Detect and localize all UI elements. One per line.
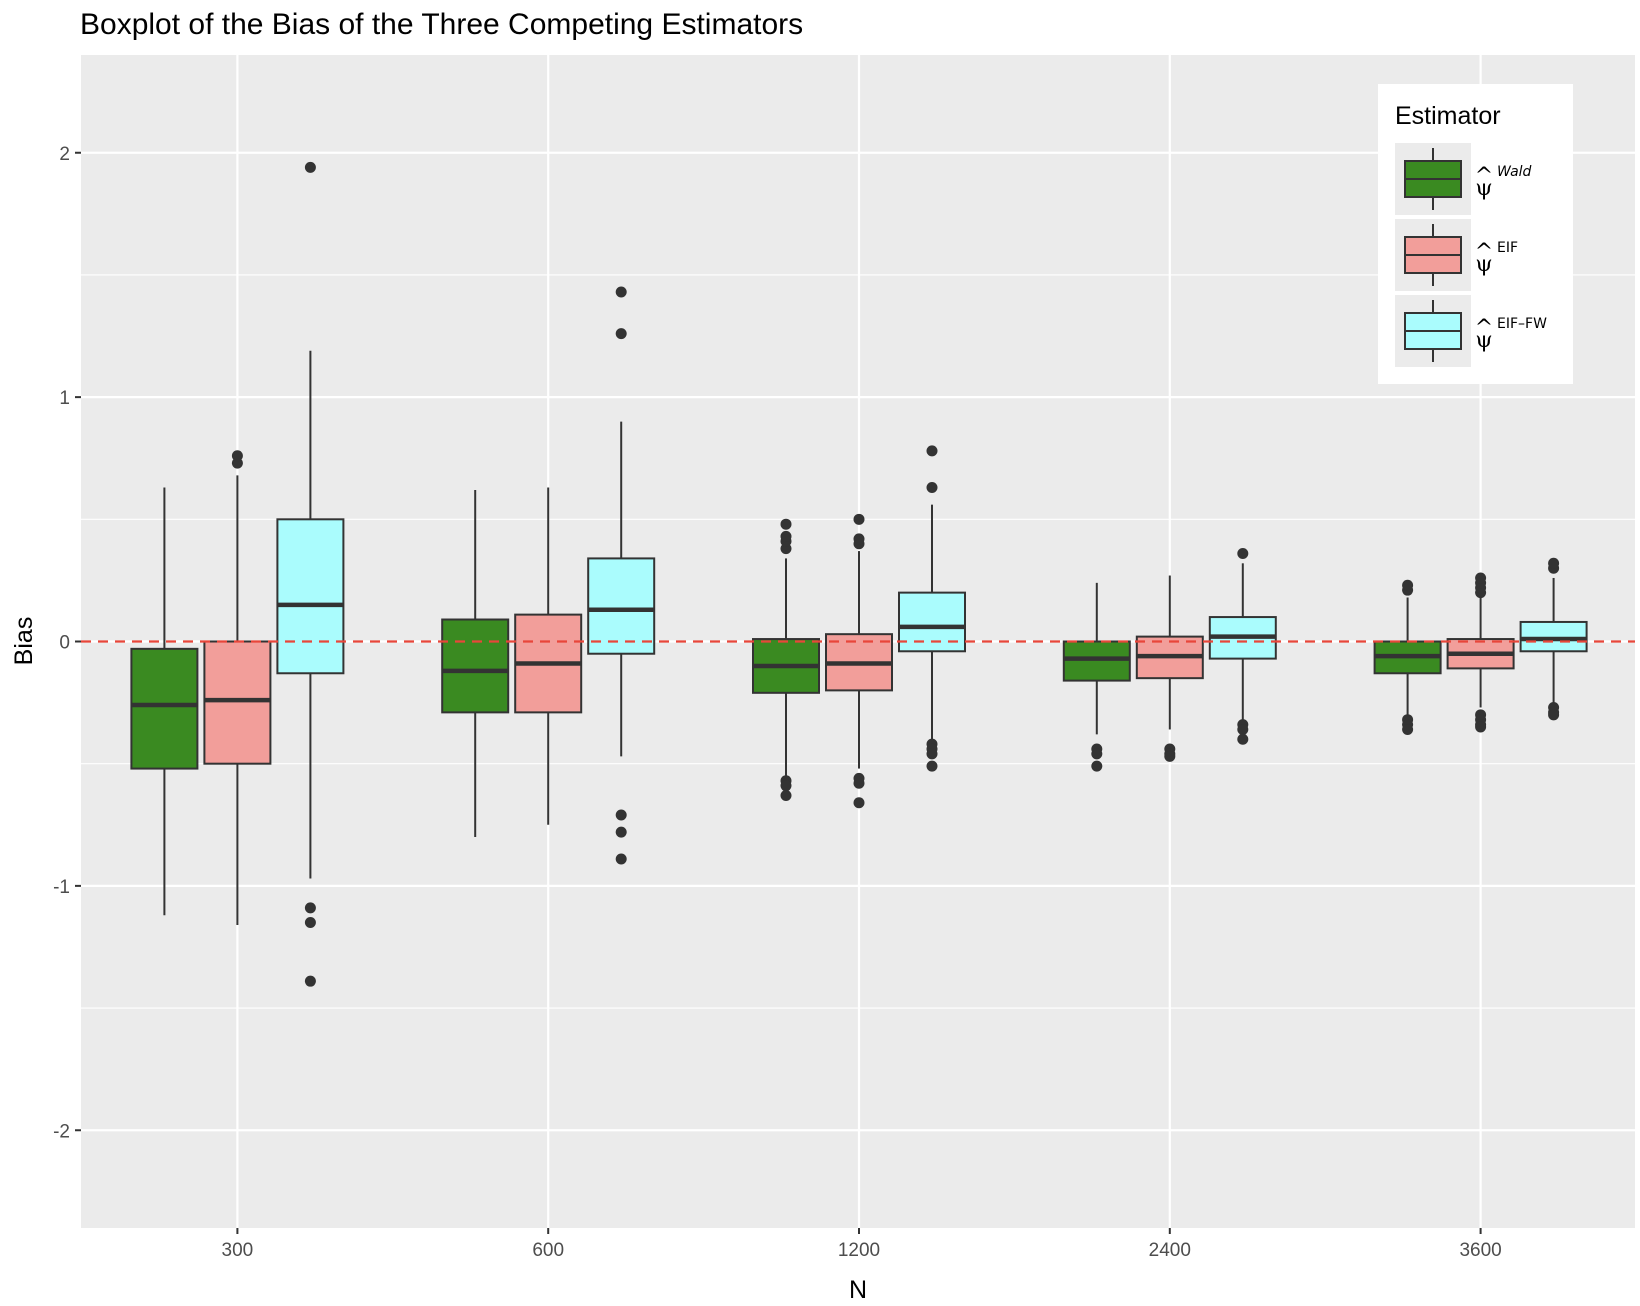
outlier-point: [304, 161, 316, 173]
outlier-point: [304, 902, 316, 914]
legend-entry: ^ψ Wald: [1395, 143, 1532, 215]
y-tick-label: -2: [53, 1121, 70, 1142]
outlier-point: [780, 518, 792, 530]
outlier-point: [304, 917, 316, 929]
legend-hat: ^: [1475, 240, 1493, 265]
outlier-point: [1475, 572, 1487, 584]
y-axis: -2 -1 0 1 2: [53, 144, 81, 1142]
box-body: [1519, 620, 1588, 653]
box-EIF–FW-2400: [1208, 548, 1277, 745]
legend-symbol: ψ: [1475, 328, 1492, 353]
legend-symbol: ψ: [1475, 176, 1492, 201]
x-axis-title: N: [849, 1276, 867, 1304]
outlier-point: [926, 482, 938, 494]
outlier-point: [1548, 709, 1560, 721]
outlier-point: [304, 975, 316, 987]
legend-superscript: EIF: [1497, 240, 1518, 256]
outlier-point: [615, 286, 627, 298]
box-EIF–FW-600: [587, 286, 656, 865]
box-body: [1062, 640, 1131, 682]
outlier-point: [231, 450, 243, 462]
legend-entry: ^ψ EIF: [1395, 219, 1518, 291]
y-tick-label: 0: [59, 633, 70, 654]
outlier-point: [1475, 721, 1487, 733]
chart-title: Boxplot of the Bias of the Three Competi…: [80, 8, 803, 41]
box-Wald-2400: [1062, 582, 1131, 772]
box-body: [130, 647, 199, 770]
legend-superscript: Wald: [1497, 164, 1532, 180]
legend-symbol: ψ: [1475, 252, 1492, 277]
x-axis: 300 600 1200 2400 3600: [222, 1228, 1502, 1261]
legend-superscript: EIF–FW: [1497, 316, 1547, 332]
box-Wald-1200: [752, 518, 820, 801]
box-body: [587, 557, 656, 655]
y-axis-title: Bias: [10, 617, 38, 666]
box-body: [203, 640, 272, 765]
box-EIF-300: [203, 450, 272, 925]
box-EIF-1200: [825, 513, 893, 809]
outlier-point: [780, 789, 792, 801]
y-tick-label: 1: [59, 388, 70, 409]
outlier-point: [1237, 723, 1249, 735]
legend-hat: ^: [1475, 164, 1493, 189]
legend-entry: ^ψ EIF–FW: [1395, 295, 1547, 367]
outlier-point: [615, 853, 627, 865]
outlier-point: [853, 513, 865, 525]
box-EIF-3600: [1446, 572, 1515, 733]
outlier-point: [926, 445, 938, 457]
outlier-point: [780, 530, 792, 542]
box-EIF-600: [514, 487, 583, 825]
outlier-point: [1237, 733, 1249, 745]
outlier-point: [1402, 579, 1414, 591]
box-EIF-2400: [1135, 575, 1204, 762]
box-Wald-3600: [1373, 579, 1442, 735]
box-groups: [130, 161, 1588, 987]
x-tick-label: 2400: [1149, 1240, 1191, 1261]
outlier-point: [1548, 557, 1560, 569]
outlier-point: [1164, 750, 1176, 762]
y-tick-label: -1: [53, 877, 70, 898]
outlier-point: [1091, 760, 1103, 772]
box-body: [441, 618, 510, 714]
y-tick-label: 2: [59, 144, 70, 165]
outlier-point: [1091, 748, 1103, 760]
box-Wald-300: [130, 487, 199, 916]
x-tick-label: 600: [532, 1240, 564, 1261]
outlier-point: [853, 777, 865, 789]
outlier-point: [853, 533, 865, 545]
box-EIF–FW-3600: [1519, 557, 1588, 721]
outlier-point: [615, 826, 627, 838]
legend-hat: ^: [1475, 316, 1493, 341]
outlier-point: [853, 797, 865, 809]
outlier-point: [926, 748, 938, 760]
box-body: [276, 518, 345, 675]
box-Wald-600: [441, 489, 510, 837]
outlier-point: [1402, 723, 1414, 735]
x-tick-label: 300: [222, 1240, 254, 1261]
outlier-point: [615, 328, 627, 340]
outlier-point: [1237, 548, 1249, 560]
legend-title: Estimator: [1395, 102, 1501, 130]
outlier-point: [926, 760, 938, 772]
box-EIF–FW-300: [276, 161, 345, 987]
x-tick-label: 1200: [838, 1240, 880, 1261]
outlier-point: [780, 780, 792, 792]
outlier-point: [615, 809, 627, 821]
x-tick-label: 3600: [1459, 1240, 1501, 1261]
